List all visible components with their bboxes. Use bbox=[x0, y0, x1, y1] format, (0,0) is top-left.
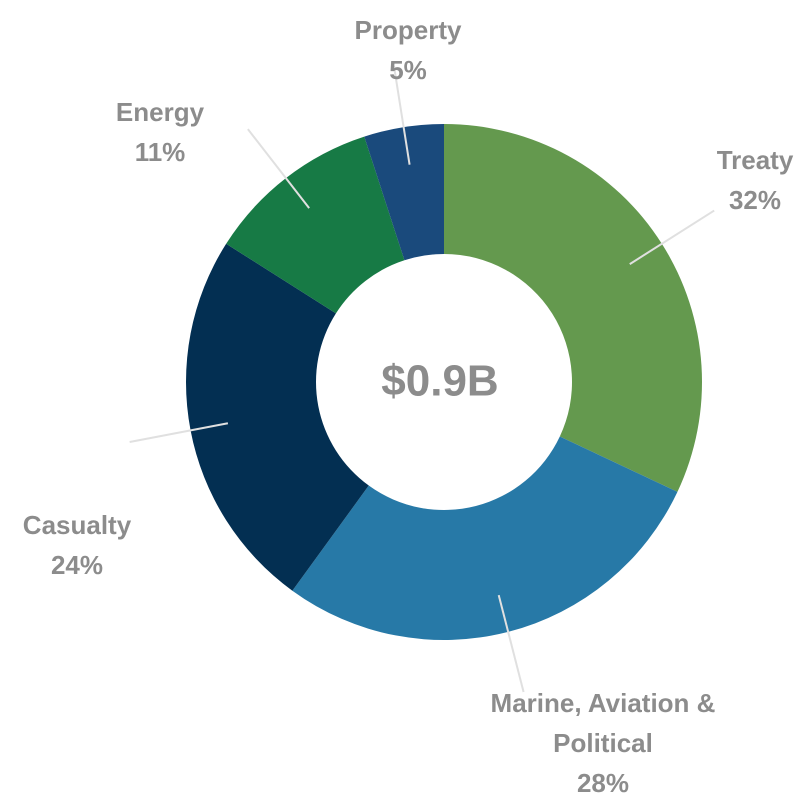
donut-segment bbox=[364, 124, 444, 261]
leader-line bbox=[497, 594, 525, 693]
leader-line bbox=[629, 209, 715, 265]
donut-segment bbox=[292, 436, 678, 640]
segment-value: 5% bbox=[389, 55, 427, 85]
segment-value: 24% bbox=[50, 550, 104, 580]
center-label: $0.9B bbox=[381, 357, 498, 406]
segment-name: Casualty bbox=[22, 510, 132, 540]
segment-value: 28% bbox=[576, 768, 630, 798]
segment-label: Treaty 32% bbox=[625, 140, 810, 220]
donut-segment bbox=[226, 136, 405, 314]
leader-line bbox=[392, 65, 411, 165]
segment-label: Energy 11% bbox=[30, 92, 290, 172]
segment-value: 11% bbox=[134, 137, 186, 167]
segment-name: Energy bbox=[115, 97, 205, 127]
segment-label: Marine, Aviation & Political 28% bbox=[473, 683, 733, 803]
segment-name: Treaty bbox=[716, 145, 794, 175]
segment-value: 32% bbox=[728, 185, 782, 215]
segment-label: Casualty 24% bbox=[0, 505, 207, 585]
segment-name: Marine, Aviation & Political bbox=[490, 688, 716, 758]
donut-segment bbox=[444, 124, 702, 492]
leader-line bbox=[129, 422, 229, 443]
leader-line bbox=[247, 128, 310, 209]
donut-segment bbox=[186, 243, 369, 591]
segment-label: Property 5% bbox=[278, 10, 538, 90]
segment-name: Property bbox=[354, 15, 462, 45]
